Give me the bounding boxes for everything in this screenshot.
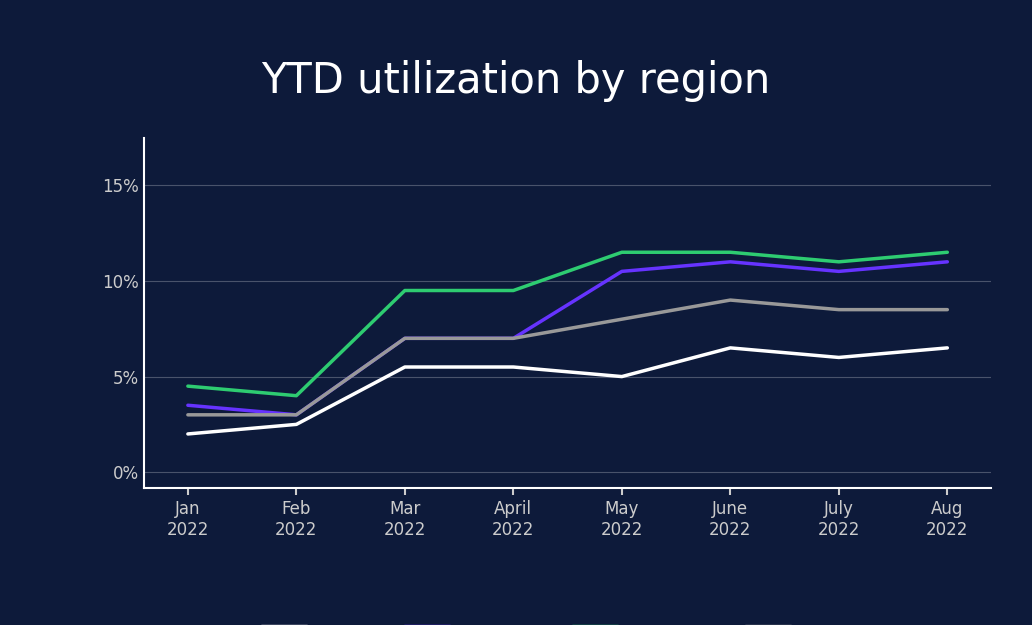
- Text: YTD utilization by region: YTD utilization by region: [261, 60, 771, 102]
- Legend: US, APAC, EMEA, Global: US, APAC, EMEA, Global: [253, 617, 882, 625]
